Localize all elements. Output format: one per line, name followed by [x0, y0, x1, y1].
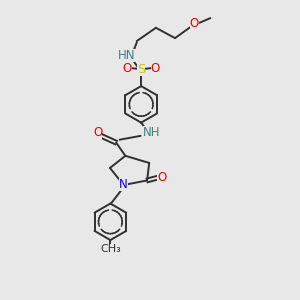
- Text: HN: HN: [118, 49, 135, 62]
- Text: O: O: [157, 171, 167, 184]
- Text: CH₃: CH₃: [100, 244, 121, 254]
- Text: O: O: [190, 17, 199, 30]
- Text: N: N: [119, 178, 128, 191]
- Text: O: O: [151, 61, 160, 75]
- Text: O: O: [93, 126, 102, 139]
- Text: NH: NH: [142, 126, 160, 139]
- Text: O: O: [122, 61, 132, 75]
- Text: S: S: [137, 63, 146, 76]
